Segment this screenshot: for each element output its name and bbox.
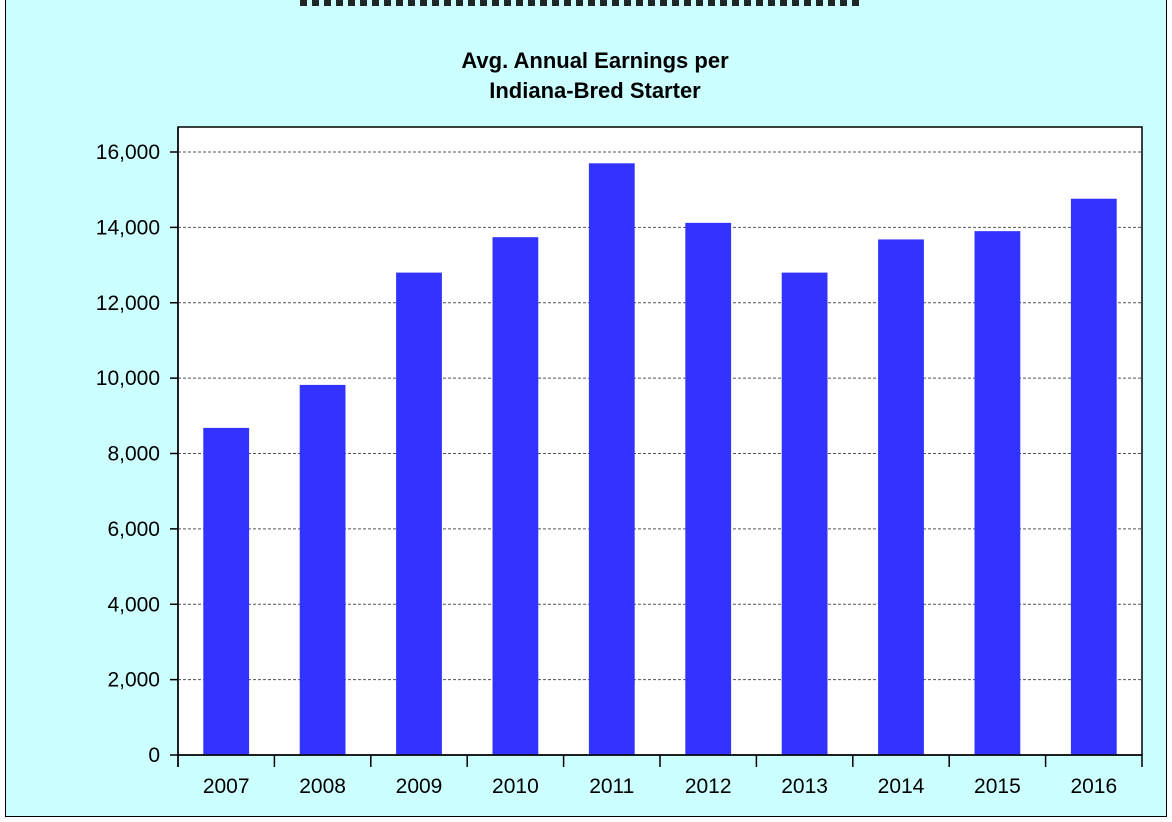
x-tick-label: 2014 [878, 775, 925, 798]
x-tick-label: 2015 [974, 775, 1021, 798]
y-tick-label: 2,000 [107, 669, 160, 692]
y-tick-label: 4,000 [107, 593, 160, 616]
x-tick-label: 2008 [299, 775, 346, 798]
bars [203, 163, 1117, 756]
bar-2016 [1070, 198, 1117, 756]
x-axis-tick-labels: 2007 2008 2009 2010 2011 2012 2013 2014 2015 2016 [203, 775, 1117, 798]
x-tick-label: 2010 [492, 775, 539, 798]
y-tick-label: 0 [148, 744, 160, 767]
y-axis-tick-labels: 0 2,000 4,000 6,000 8,000 10,000 12,000 14,000 1… [96, 141, 160, 767]
y-tick-label: 8,000 [107, 443, 160, 466]
y-tick-label: 10,000 [96, 367, 160, 390]
bar-2007 [203, 427, 250, 755]
bar-2011 [588, 163, 635, 755]
x-tick-label: 2011 [589, 775, 634, 798]
y-tick-label: 6,000 [107, 518, 160, 541]
chart-title-line-2: Indiana-Bred Starter [489, 78, 701, 103]
chart-title-line-1: Avg. Annual Earnings per [461, 48, 729, 73]
bar-2015 [974, 231, 1021, 756]
y-tick-label: 14,000 [96, 216, 160, 239]
bar-2009 [396, 272, 442, 755]
y-tick-label: 12,000 [96, 292, 160, 315]
bar-2012 [685, 222, 732, 756]
bar-2014 [878, 239, 924, 755]
x-tick-label: 2009 [396, 775, 443, 798]
cropped-header-text [300, 0, 860, 6]
x-tick-label: 2012 [685, 775, 732, 798]
axes [170, 127, 1143, 767]
x-tick-label: 2013 [781, 775, 828, 798]
x-tick-label: 2007 [203, 775, 250, 798]
bar-2013 [781, 272, 828, 755]
x-tick-label: 2016 [1070, 775, 1117, 798]
y-tick-label: 16,000 [96, 141, 160, 164]
bar-2008 [299, 384, 346, 755]
bar-2010 [492, 237, 539, 755]
